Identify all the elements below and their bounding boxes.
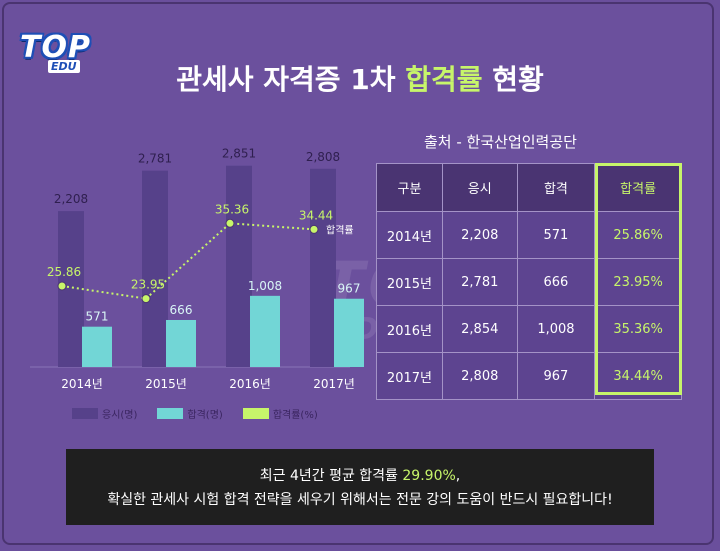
table-cell: 2014년: [376, 211, 443, 259]
table-cell: 23.95%: [594, 258, 682, 306]
passers-bar: [166, 319, 196, 367]
logo-top-text: TOP: [20, 30, 91, 65]
table-cell: 571: [516, 211, 596, 259]
table-row: 2014년 2,208 571 25.86%: [376, 211, 682, 259]
table-header-row: 구분 응시 합격 합격률: [376, 163, 682, 212]
table-row: 2016년 2,854 1,008 35.36%: [376, 305, 682, 353]
applicants-bar: [142, 170, 168, 367]
table-header-cell: 합격률: [594, 163, 682, 212]
table-cell: 1,008: [516, 305, 596, 353]
pass-rate-value-label: 25.86: [47, 265, 81, 279]
passers-bar: [250, 295, 280, 367]
applicants-bar: [310, 168, 336, 367]
table-header-cell: 합격: [516, 163, 596, 212]
table-cell: 2015년: [376, 258, 443, 306]
title-suffix: 현황: [482, 63, 544, 96]
table-cell: 2,208: [441, 211, 518, 259]
table-cell: 2,854: [441, 305, 518, 353]
legend-item-passers: 합격(명): [157, 406, 223, 421]
applicants-value-label: 2,208: [54, 192, 88, 206]
stats-table: 구분 응시 합격 합격률 2014년 2,208 571 25.86% 2015…: [376, 163, 682, 400]
applicants-value-label: 2,851: [222, 147, 256, 161]
table-header-cell: 구분: [376, 163, 443, 212]
logo-edu-text: EDU: [48, 60, 80, 73]
legend-swatch-pass-rate: [242, 407, 269, 419]
banner-line1-suffix: ,: [455, 468, 461, 484]
legend-item-applicants: 응시(명): [72, 406, 137, 421]
pass-rate-point: [57, 281, 67, 291]
pass-rate-point: [309, 224, 319, 234]
table-cell: 666: [516, 258, 596, 306]
passers-bar: [82, 326, 112, 367]
x-tick-label: 2016년: [229, 377, 271, 391]
pass-rate-point: [225, 218, 235, 228]
table-cell: 2,808: [441, 352, 518, 400]
applicants-value-label: 2,781: [138, 152, 172, 166]
pass-rate-value-label: 35.36: [215, 202, 249, 216]
legend-swatch-applicants: [72, 407, 98, 419]
pass-rate-value-label: 23.95: [131, 278, 165, 292]
passers-value-label: 571: [86, 310, 109, 324]
pass-rate-point: [141, 294, 151, 304]
source-note: 출처 - 한국산업인력공단: [424, 133, 577, 151]
applicants-value-label: 2,808: [306, 150, 340, 164]
banner-line-2: 확실한 관세사 시험 합격 전략을 세우기 위해서는 전문 강의 도움이 반드시…: [107, 492, 613, 508]
table-cell: 967: [516, 352, 596, 400]
legend-item-pass-rate: 합격률(%): [242, 406, 318, 421]
legend-label-applicants: 응시(명): [102, 409, 138, 421]
passers-bar: [334, 298, 364, 367]
pass-rate-chart: 2,208 571 2014년 2,781 666 2015년 2,851 1,008 2016…: [30, 147, 364, 391]
legend-label-pass-rate: 합격률(%): [272, 409, 318, 421]
x-tick-label: 2014년: [61, 377, 103, 391]
table-cell: 35.36%: [594, 305, 682, 353]
passers-value-label: 1,008: [248, 279, 282, 293]
pass-rate-value-label: 34.44: [299, 208, 333, 222]
legend-label-passers: 합격(명): [187, 409, 223, 421]
table-header-cell: 응시: [441, 163, 518, 212]
legend-swatch-passers: [157, 407, 184, 419]
table-row: 2017년 2,808 967 34.44%: [376, 352, 682, 400]
applicants-bar: [226, 165, 252, 367]
table-cell: 2,781: [441, 258, 518, 306]
banner-line-1: 최근 4년간 평균 합격률 29.90%,: [66, 464, 654, 488]
table-cell: 25.86%: [594, 211, 682, 259]
title-prefix: 관세사 자격증 1차: [176, 63, 406, 96]
table-row: 2015년 2,781 666 23.95%: [376, 258, 682, 306]
pass-rate-annotation: 합격률: [326, 223, 354, 236]
banner-line1-prefix: 최근 4년간 평균 합격률: [259, 468, 403, 484]
passers-value-label: 666: [170, 303, 193, 317]
top-edu-logo: TOP EDU: [20, 30, 104, 73]
summary-banner: 최근 4년간 평균 합격률 29.90%, 확실한 관세사 시험 합격 전략을 …: [66, 449, 654, 525]
pass-rate-line: [61, 222, 315, 300]
banner-average-rate: 29.90%: [402, 468, 456, 484]
table-cell: 34.44%: [594, 352, 682, 400]
x-tick-label: 2017년: [313, 377, 355, 391]
chart-legend: 응시(명) 합격(명) 합격률(%): [72, 403, 318, 423]
title-highlight: 합격률: [405, 63, 483, 96]
table-cell: 2016년: [376, 305, 443, 353]
passers-value-label: 967: [338, 282, 361, 296]
table-cell: 2017년: [376, 352, 443, 400]
page-title: 관세사 자격증 1차 합격률 현황: [0, 58, 720, 98]
x-tick-label: 2015년: [145, 377, 187, 391]
